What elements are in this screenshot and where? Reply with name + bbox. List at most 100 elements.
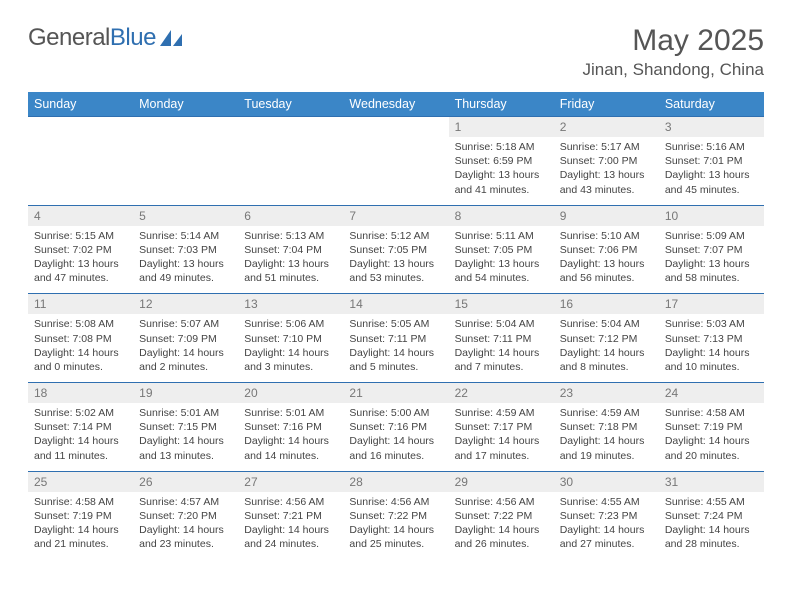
sunrise-line: Sunrise: 5:09 AM <box>665 229 758 243</box>
sunrise-line: Sunrise: 5:00 AM <box>349 406 442 420</box>
day-details: Sunrise: 5:02 AMSunset: 7:14 PMDaylight:… <box>28 403 133 471</box>
page-title: May 2025 <box>583 24 764 58</box>
sunset-line: Sunset: 7:20 PM <box>139 509 232 523</box>
day-details: Sunrise: 5:11 AMSunset: 7:05 PMDaylight:… <box>449 226 554 294</box>
daylight-line: Daylight: 13 hours and 51 minutes. <box>244 257 337 285</box>
daylight-line: Daylight: 14 hours and 7 minutes. <box>455 346 548 374</box>
day-details <box>343 137 448 205</box>
sunrise-line: Sunrise: 5:06 AM <box>244 317 337 331</box>
day-details: Sunrise: 5:18 AMSunset: 6:59 PMDaylight:… <box>449 137 554 205</box>
day-number <box>28 117 133 138</box>
day-details: Sunrise: 4:58 AMSunset: 7:19 PMDaylight:… <box>28 492 133 560</box>
day-details: Sunrise: 5:01 AMSunset: 7:16 PMDaylight:… <box>238 403 343 471</box>
day-number: 2 <box>554 117 659 138</box>
day-details: Sunrise: 5:15 AMSunset: 7:02 PMDaylight:… <box>28 226 133 294</box>
daylight-line: Daylight: 13 hours and 49 minutes. <box>139 257 232 285</box>
daylight-line: Daylight: 13 hours and 45 minutes. <box>665 168 758 196</box>
day-number: 19 <box>133 383 238 404</box>
daylight-line: Daylight: 14 hours and 23 minutes. <box>139 523 232 551</box>
sunset-line: Sunset: 7:21 PM <box>244 509 337 523</box>
day-number: 30 <box>554 471 659 492</box>
sunset-line: Sunset: 7:23 PM <box>560 509 653 523</box>
sunset-line: Sunset: 7:22 PM <box>349 509 442 523</box>
day-number: 8 <box>449 205 554 226</box>
day-header-row: Sunday Monday Tuesday Wednesday Thursday… <box>28 92 764 117</box>
day-number: 12 <box>133 294 238 315</box>
daylight-line: Daylight: 14 hours and 11 minutes. <box>34 434 127 462</box>
sunset-line: Sunset: 7:11 PM <box>349 332 442 346</box>
day-number: 7 <box>343 205 448 226</box>
daylight-line: Daylight: 13 hours and 56 minutes. <box>560 257 653 285</box>
col-thursday: Thursday <box>449 92 554 117</box>
sunset-line: Sunset: 6:59 PM <box>455 154 548 168</box>
day-number: 31 <box>659 471 764 492</box>
day-number-row: 18192021222324 <box>28 383 764 404</box>
day-details: Sunrise: 5:13 AMSunset: 7:04 PMDaylight:… <box>238 226 343 294</box>
day-details: Sunrise: 5:12 AMSunset: 7:05 PMDaylight:… <box>343 226 448 294</box>
day-details <box>133 137 238 205</box>
col-friday: Friday <box>554 92 659 117</box>
day-number: 20 <box>238 383 343 404</box>
day-number: 16 <box>554 294 659 315</box>
sunrise-line: Sunrise: 4:58 AM <box>665 406 758 420</box>
day-number-row: 123 <box>28 117 764 138</box>
sunset-line: Sunset: 7:00 PM <box>560 154 653 168</box>
daylight-line: Daylight: 14 hours and 3 minutes. <box>244 346 337 374</box>
day-number: 10 <box>659 205 764 226</box>
day-number <box>133 117 238 138</box>
day-details: Sunrise: 4:56 AMSunset: 7:22 PMDaylight:… <box>343 492 448 560</box>
sunrise-line: Sunrise: 5:04 AM <box>455 317 548 331</box>
sunset-line: Sunset: 7:11 PM <box>455 332 548 346</box>
sunrise-line: Sunrise: 5:16 AM <box>665 140 758 154</box>
day-details: Sunrise: 5:14 AMSunset: 7:03 PMDaylight:… <box>133 226 238 294</box>
sunset-line: Sunset: 7:12 PM <box>560 332 653 346</box>
day-details: Sunrise: 5:07 AMSunset: 7:09 PMDaylight:… <box>133 314 238 382</box>
sunrise-line: Sunrise: 4:59 AM <box>560 406 653 420</box>
daylight-line: Daylight: 13 hours and 54 minutes. <box>455 257 548 285</box>
sunrise-line: Sunrise: 4:58 AM <box>34 495 127 509</box>
sunset-line: Sunset: 7:05 PM <box>349 243 442 257</box>
day-details: Sunrise: 4:59 AMSunset: 7:18 PMDaylight:… <box>554 403 659 471</box>
day-number-row: 25262728293031 <box>28 471 764 492</box>
sunrise-line: Sunrise: 5:15 AM <box>34 229 127 243</box>
sunset-line: Sunset: 7:22 PM <box>455 509 548 523</box>
daylight-line: Daylight: 14 hours and 10 minutes. <box>665 346 758 374</box>
logo: GeneralBlue <box>28 24 182 52</box>
day-details: Sunrise: 4:56 AMSunset: 7:21 PMDaylight:… <box>238 492 343 560</box>
calendar-body: 123Sunrise: 5:18 AMSunset: 6:59 PMDaylig… <box>28 117 764 560</box>
day-number: 24 <box>659 383 764 404</box>
sunset-line: Sunset: 7:24 PM <box>665 509 758 523</box>
day-details: Sunrise: 5:17 AMSunset: 7:00 PMDaylight:… <box>554 137 659 205</box>
sunset-line: Sunset: 7:19 PM <box>665 420 758 434</box>
day-number-row: 45678910 <box>28 205 764 226</box>
day-detail-row: Sunrise: 4:58 AMSunset: 7:19 PMDaylight:… <box>28 492 764 560</box>
day-number: 11 <box>28 294 133 315</box>
day-details: Sunrise: 4:55 AMSunset: 7:23 PMDaylight:… <box>554 492 659 560</box>
sunrise-line: Sunrise: 5:07 AM <box>139 317 232 331</box>
day-details: Sunrise: 4:59 AMSunset: 7:17 PMDaylight:… <box>449 403 554 471</box>
sunset-line: Sunset: 7:05 PM <box>455 243 548 257</box>
day-details: Sunrise: 5:03 AMSunset: 7:13 PMDaylight:… <box>659 314 764 382</box>
daylight-line: Daylight: 14 hours and 27 minutes. <box>560 523 653 551</box>
logo-text: GeneralBlue <box>28 24 156 52</box>
calendar-table: Sunday Monday Tuesday Wednesday Thursday… <box>28 92 764 559</box>
sunrise-line: Sunrise: 4:59 AM <box>455 406 548 420</box>
daylight-line: Daylight: 14 hours and 5 minutes. <box>349 346 442 374</box>
sunrise-line: Sunrise: 4:55 AM <box>560 495 653 509</box>
day-details: Sunrise: 5:16 AMSunset: 7:01 PMDaylight:… <box>659 137 764 205</box>
sunrise-line: Sunrise: 5:01 AM <box>139 406 232 420</box>
day-details: Sunrise: 5:04 AMSunset: 7:12 PMDaylight:… <box>554 314 659 382</box>
day-number: 4 <box>28 205 133 226</box>
sunrise-line: Sunrise: 5:11 AM <box>455 229 548 243</box>
sunrise-line: Sunrise: 5:02 AM <box>34 406 127 420</box>
sunrise-line: Sunrise: 4:57 AM <box>139 495 232 509</box>
sunrise-line: Sunrise: 5:05 AM <box>349 317 442 331</box>
day-number: 3 <box>659 117 764 138</box>
day-number: 1 <box>449 117 554 138</box>
col-sunday: Sunday <box>28 92 133 117</box>
day-details: Sunrise: 5:04 AMSunset: 7:11 PMDaylight:… <box>449 314 554 382</box>
logo-word2: Blue <box>110 24 156 51</box>
day-number <box>238 117 343 138</box>
day-number: 6 <box>238 205 343 226</box>
daylight-line: Daylight: 14 hours and 8 minutes. <box>560 346 653 374</box>
